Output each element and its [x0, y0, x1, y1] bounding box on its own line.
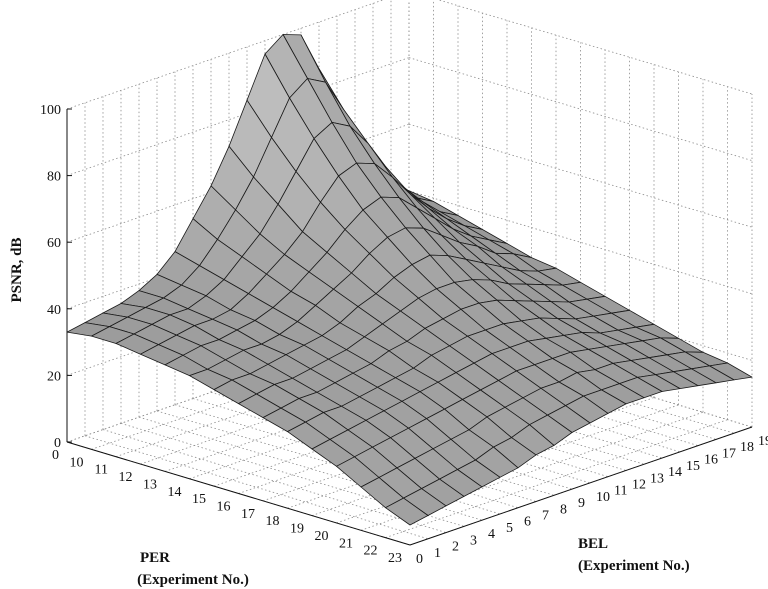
- per-tick-label: 12: [119, 470, 133, 485]
- bel-tick-label: 1: [434, 546, 441, 561]
- per-tick-label: 0: [52, 448, 59, 463]
- per-tick-label: 14: [168, 485, 182, 500]
- wall-grid-line: [408, 57, 753, 161]
- bel-tick-label: 8: [560, 502, 567, 517]
- per-axis-label: PER (Experiment No.): [137, 550, 249, 588]
- floor-grid-line: [385, 419, 728, 539]
- bel-tick-label: 7: [542, 509, 549, 524]
- per-tick-label: 11: [95, 463, 108, 478]
- per-tick-label: 22: [364, 544, 378, 559]
- per-tick-label: 10: [70, 455, 84, 470]
- bel-tick-label: 16: [704, 453, 718, 468]
- bel-tick-label: 15: [686, 459, 700, 474]
- z-tick-label: 60: [47, 236, 61, 251]
- axis-line: [66, 441, 411, 546]
- per-tick-label: 20: [315, 529, 329, 544]
- z-tick-label: 100: [40, 103, 61, 118]
- per-tick-label: 19: [290, 522, 304, 537]
- z-axis-label: PSNR, dB: [9, 237, 25, 302]
- bel-tick-label: 17: [722, 446, 736, 461]
- bel-tick-label: 13: [650, 471, 664, 486]
- bel-axis-label: BEL (Experiment No.): [578, 536, 690, 574]
- bel-tick-label: 19: [758, 434, 768, 449]
- surface-mesh: [66, 34, 753, 526]
- surface-patch: [385, 497, 429, 526]
- wall-grid-line: [66, 0, 385, 110]
- bel-tick-label: 14: [668, 465, 682, 480]
- bel-tick-label: 11: [614, 484, 627, 499]
- z-tick-label: 80: [47, 170, 61, 185]
- per-axis-label-line2: (Experiment No.): [137, 572, 249, 588]
- wall-grid-line: [66, 57, 410, 176]
- bel-tick-label: 4: [488, 527, 495, 542]
- bel-tick-label: 5: [506, 521, 513, 536]
- bel-tick-label: 12: [632, 477, 646, 492]
- bel-axis-label-line1: BEL: [578, 536, 608, 552]
- per-tick-label: 17: [241, 507, 255, 522]
- bel-tick-label: 0: [416, 552, 423, 567]
- bel-tick-label: 2: [452, 540, 459, 555]
- bel-tick-label: 9: [578, 496, 585, 511]
- per-tick-label: 16: [217, 500, 231, 515]
- wall-grid-line: [408, 123, 753, 228]
- bel-tick-label: 18: [740, 440, 754, 455]
- per-axis-label-line1: PER: [140, 550, 170, 566]
- bel-tick-label: 6: [524, 515, 531, 530]
- per-tick-label: 18: [266, 514, 280, 529]
- bel-tick-label: 3: [470, 533, 477, 548]
- per-tick-label: 15: [192, 492, 206, 507]
- z-tick-label: 0: [54, 436, 61, 451]
- z-tick-label: 40: [47, 303, 61, 318]
- bel-axis-label-line2: (Experiment No.): [578, 558, 690, 574]
- axis-line: [409, 426, 753, 546]
- bel-tick-label: 10: [596, 490, 610, 505]
- per-tick-label: 21: [339, 536, 353, 551]
- z-tick-label: 20: [47, 369, 61, 384]
- per-tick-label: 23: [388, 551, 402, 566]
- per-tick-label: 13: [143, 477, 157, 492]
